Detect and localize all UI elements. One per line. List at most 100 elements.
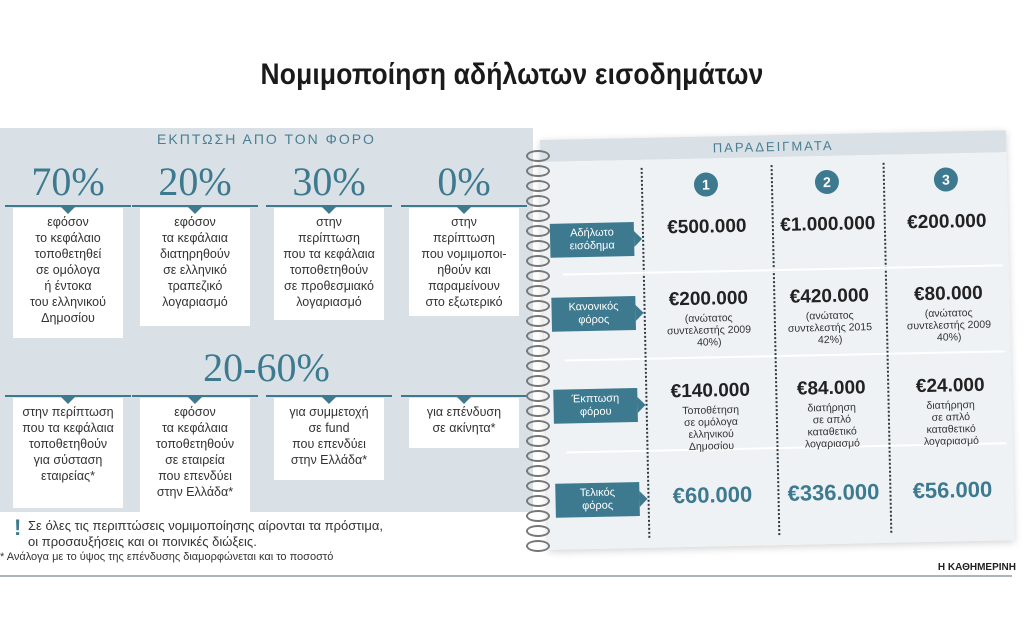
discount-percent: 20%: [158, 159, 232, 204]
examples-grid: 1 2 3 Αδήλωτο εισόδημα €500.000 €1.000.000 €200…: [540, 152, 1015, 550]
discount-condition-box: στην περίπτωση που τα κεφάλαια τοποθετηθούν…: [266, 205, 392, 320]
spiral-ring: [526, 510, 550, 522]
example-detail: (ανώτατος συντελεστής 2009 40%): [649, 311, 770, 350]
spiral-ring: [526, 435, 550, 447]
condition-line: για σύσταση: [33, 453, 103, 467]
spiral-ring: [526, 180, 550, 192]
condition-line: στην: [316, 215, 342, 229]
spiral-ring: [526, 540, 550, 552]
spiral-ring: [526, 270, 550, 282]
tax-discount-panel: ΕΚΠΤΩΣΗ ΑΠΟ ΤΟΝ ΦΟΡΟ 70% εφόσον το κεφάλαι…: [0, 128, 533, 514]
spiral-ring: [526, 465, 550, 477]
condition-line: διατηρηθούν: [160, 247, 230, 261]
spiral-ring: [526, 345, 550, 357]
row-label-line: φόρος: [582, 499, 614, 513]
spiral-ring: [526, 525, 550, 537]
exclamation-icon: !: [14, 515, 22, 540]
spiral-ring: [526, 390, 550, 402]
note-line: οι προσαυξήσεις και οι ποινικές διώξεις.: [28, 534, 257, 549]
condition-line: που επενδύει: [158, 469, 232, 483]
row-divider: [564, 350, 1005, 362]
example-number-badge: 2: [814, 169, 840, 195]
discount-condition-box: εφόσον τα κεφάλαια διατηρηθούν σε ελληνικό τ…: [132, 205, 258, 326]
spiral-ring: [526, 300, 550, 312]
condition-line: ή έντοκα: [44, 279, 92, 293]
condition-line: περίπτωση: [433, 231, 495, 245]
condition-line: στην: [451, 215, 477, 229]
condition-line: ηθούν και: [437, 263, 491, 277]
condition-line: τοποθετηθούν: [289, 263, 369, 277]
condition-line: εταιρείας*: [41, 469, 95, 483]
condition-line: που νομιμοποι-: [421, 247, 507, 261]
spiral-ring: [526, 150, 550, 162]
condition-line: που επενδύει: [292, 437, 366, 451]
condition-line: στο εξωτερικό: [425, 295, 503, 309]
discount-condition-box: εφόσον το κεφάλαιο τοποθετηθεί σε ομόλογα ή …: [5, 205, 131, 338]
example-detail: (ανώτατος συντελεστής 2015 42%): [770, 309, 891, 348]
condition-line: εφόσον: [174, 405, 216, 419]
spiral-ring: [526, 480, 550, 492]
range-condition-box: στην περίπτωση που τα κεφάλαια τοποθετηθού…: [5, 395, 131, 508]
row-label-line: φόρος: [578, 313, 610, 327]
condition-line: που τα κεφάλαια: [283, 247, 375, 261]
range-condition-box: εφόσον τα κεφάλαια τοποθετηθούν σε εταιρεία…: [132, 395, 258, 514]
condition-line: σε προθεσμιακό: [284, 279, 374, 293]
row-label: Τελικός φόρος: [555, 481, 640, 518]
page-title: Νομιμοποίηση αδήλωτων εισοδημάτων: [260, 58, 764, 91]
example-amount: €56.000: [912, 476, 993, 504]
spiral-ring: [526, 450, 550, 462]
spiral-ring: [526, 315, 550, 327]
example-amount: €200.000: [668, 287, 749, 311]
condition-line: σε fund: [308, 421, 350, 435]
condition-line: για επένδυση: [426, 405, 502, 419]
spiral-ring: [526, 330, 550, 342]
condition-line: τοποθετηθούν: [28, 437, 108, 451]
condition-line: για συμμετοχή: [289, 405, 369, 419]
condition-line: τα κεφάλαια: [162, 421, 228, 435]
detail-line: λογαριασμό: [804, 437, 861, 451]
condition-line: εφόσον: [174, 215, 216, 229]
condition-line: τοποθετηθούν: [155, 437, 235, 451]
spiral-ring: [526, 405, 550, 417]
range-percent: 20-60%: [203, 345, 330, 390]
source-credit: Η ΚΑΘΗΜΕΡΙΝΗ: [937, 562, 1016, 573]
condition-line: λογαριασμό: [296, 295, 362, 309]
condition-line: στην περίπτωση: [22, 405, 114, 419]
spiral-ring: [526, 240, 550, 252]
spiral-ring: [526, 360, 550, 372]
range-condition-box: για συμμετοχή σε fund που επενδύει στην Ελλ…: [266, 395, 392, 480]
condition-line: περίπτωση: [298, 231, 360, 245]
example-detail: διατήρηση σε απλό καταθετικό λογαριασμό: [891, 398, 1012, 449]
condition-line: σε ακίνητα*: [432, 421, 496, 435]
example-amount: €140.000: [670, 379, 751, 403]
note-line: Σε όλες τις περιπτώσεις νομιμοποίησης αί…: [28, 518, 383, 533]
example-amount: €80.000: [913, 282, 983, 306]
detail-line: 42%): [817, 333, 843, 347]
row-label-line: φόρου: [579, 405, 612, 419]
example-detail: (ανώτατος συντελεστής 2009 40%): [889, 306, 1010, 345]
spiral-ring: [526, 165, 550, 177]
row-divider: [562, 264, 1003, 276]
footnote: * Ανάλογα με το ύψος της επένδυσης διαμο…: [0, 551, 334, 563]
spiral-ring: [526, 225, 550, 237]
condition-line: τα κεφάλαια: [162, 231, 228, 245]
spiral-ring: [526, 195, 550, 207]
condition-line: το κεφάλαιο: [35, 231, 101, 245]
row-label: Έκπτωση φόρου: [553, 388, 638, 424]
spiral-ring: [526, 420, 550, 432]
example-amount: €24.000: [915, 374, 985, 398]
example-amount: €336.000: [787, 478, 880, 506]
condition-line: σε ελληνικό: [163, 263, 227, 277]
example-amount: €500.000: [667, 215, 747, 239]
example-number-badge: 3: [933, 167, 959, 192]
example-amount: €1.000.000: [780, 212, 876, 236]
condition-line: στην Ελλάδα*: [290, 453, 368, 467]
discount-percent: 70%: [31, 159, 105, 204]
example-number-badge: 1: [693, 172, 719, 197]
discount-banner: ΕΚΠΤΩΣΗ ΑΠΟ ΤΟΝ ΦΟΡΟ: [157, 131, 376, 147]
discount-percent: 30%: [292, 159, 366, 204]
condition-line: του ελληνικού: [30, 295, 106, 309]
example-amount: €420.000: [789, 285, 870, 308]
note: ! Σε όλες τις περιπτώσεις νομιμοποίησης …: [14, 515, 383, 550]
condition-line: τοποθετηθεί: [34, 247, 102, 261]
